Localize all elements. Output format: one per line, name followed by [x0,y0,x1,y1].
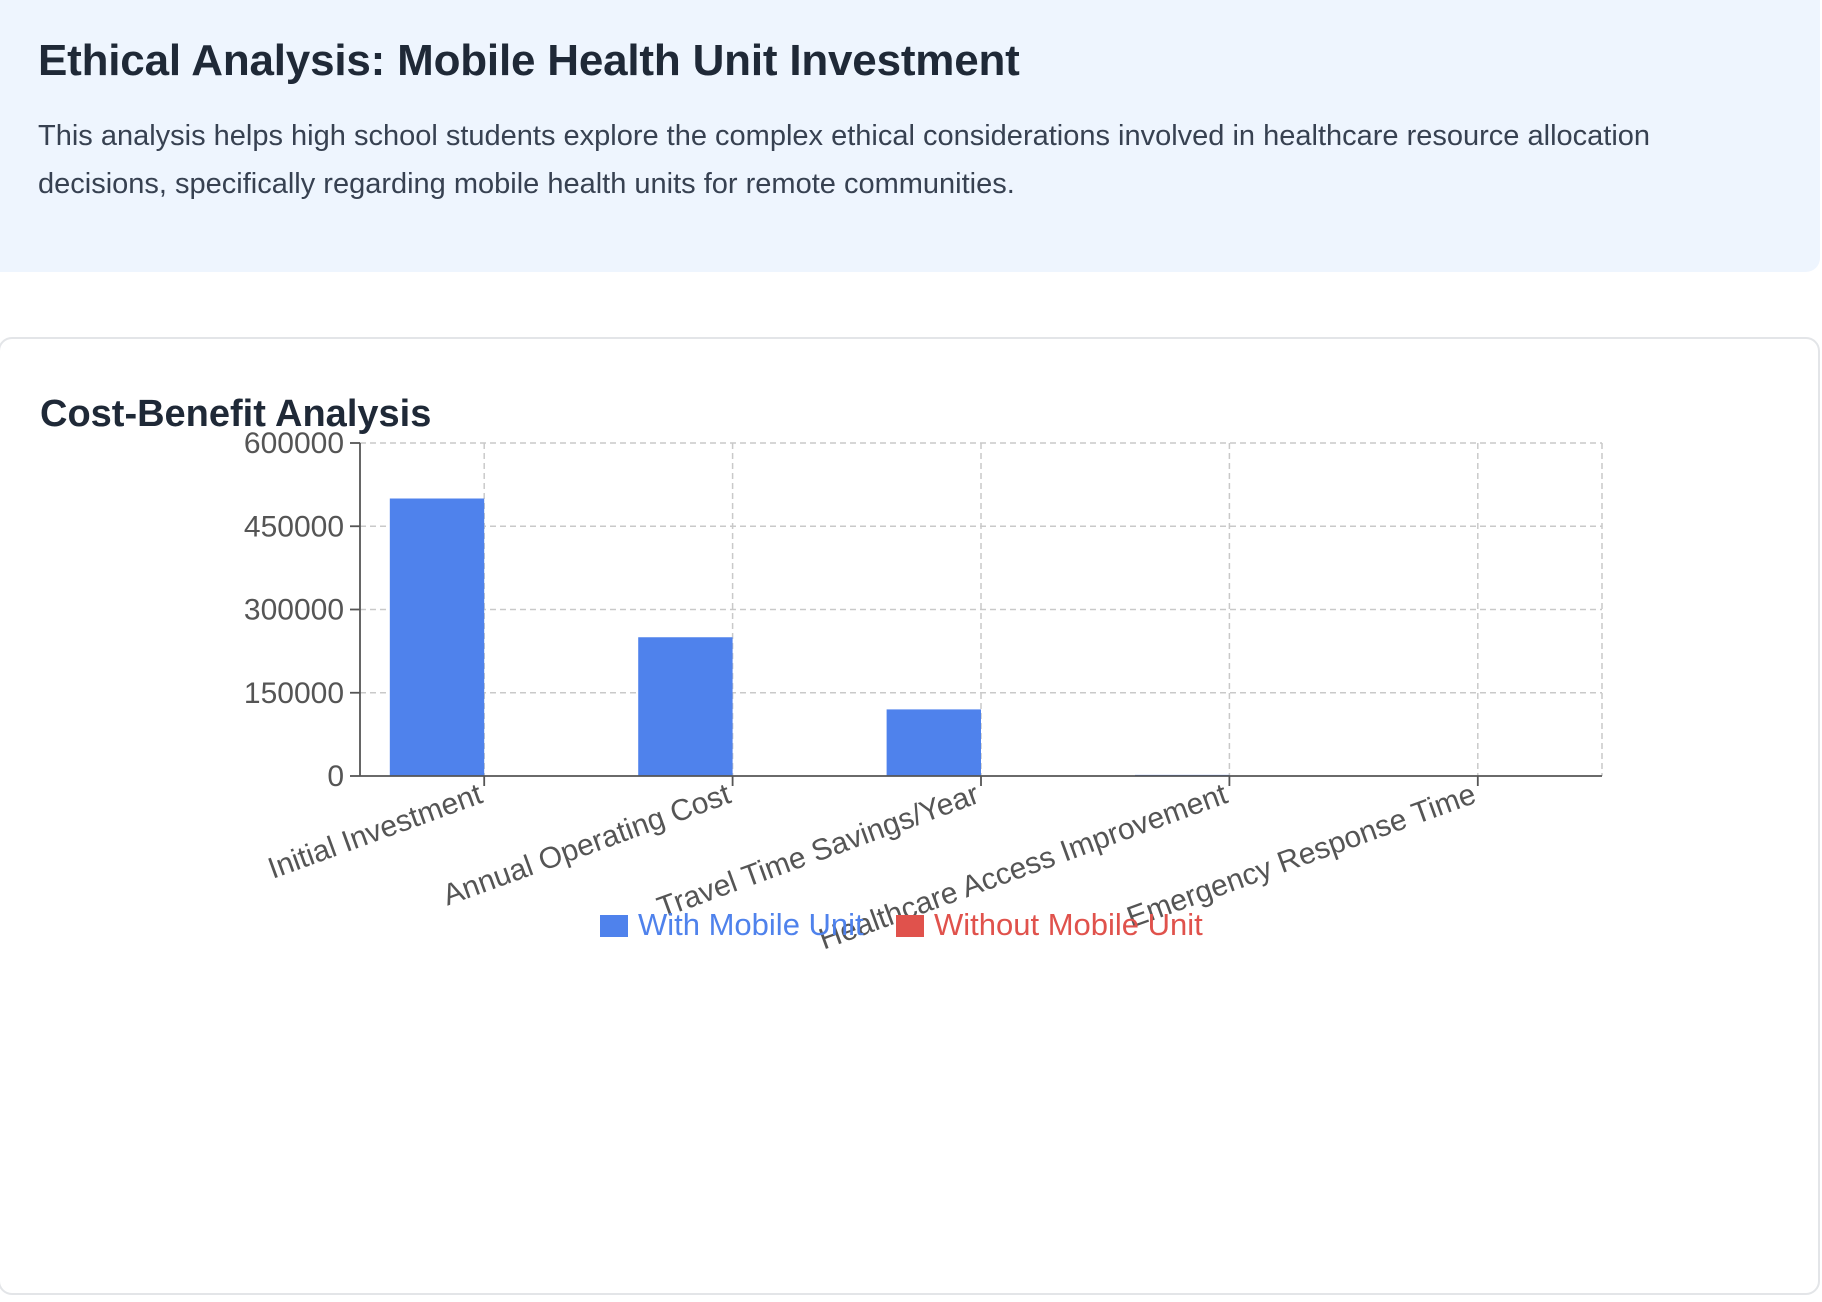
y-tick-label: 0 [327,760,344,793]
bar-0-2 [886,709,981,776]
y-tick-label: 300000 [244,594,344,627]
y-tick-label: 600000 [244,427,344,460]
page-description: This analysis helps high school students… [38,120,1651,200]
y-tick-label: 150000 [244,677,344,710]
legend-label-1: Without Mobile Unit [934,907,1203,942]
legend-swatch-0 [600,915,628,937]
legend-label-0: With Mobile Unit [638,907,864,942]
legend-swatch-1 [896,915,924,937]
cost-benefit-chart: 0 150000 300000 450000 600000 Initial Investm… [244,427,1603,956]
y-tick-label: 450000 [244,510,344,543]
bar-0-0 [389,498,485,776]
bar-0-1 [638,637,733,776]
intro-panel: Ethical Analysis: Mobile Health Unit Inv… [0,0,1820,272]
x-tick-label: Initial Investment [264,777,487,885]
chart-heading: Cost-Benefit Analysis [40,393,432,435]
page-title: Ethical Analysis: Mobile Health Unit Inv… [38,36,1020,85]
chart-card: Cost-Benefit Analysis 0 150000 300000 45000… [0,337,1820,1295]
